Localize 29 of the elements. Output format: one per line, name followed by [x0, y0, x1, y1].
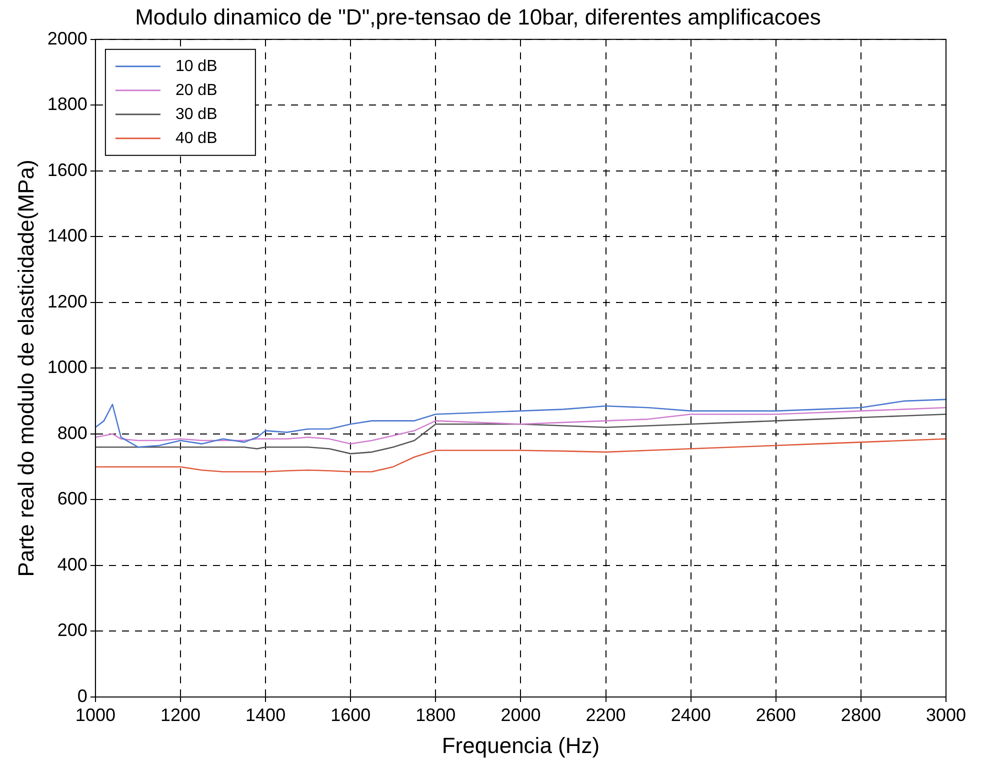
- x-axis-title: Frequencia (Hz): [442, 732, 600, 758]
- y-tick-label: 0: [77, 686, 88, 706]
- legend-label: 40 dB: [175, 130, 218, 147]
- legend-label: 20 dB: [175, 82, 218, 99]
- legend-label: 30 dB: [175, 106, 218, 123]
- x-tick-label: 2000: [500, 704, 541, 725]
- y-tick-label: 1800: [47, 94, 88, 114]
- y-tick-label: 1000: [47, 357, 88, 378]
- x-tick-label: 2800: [840, 704, 881, 725]
- chart-title: Modulo dinamico de "D",pre-tensao de 10bar, diferentes amplificacoes: [135, 4, 821, 30]
- y-tick-label: 800: [57, 422, 88, 443]
- y-tick-label: 1200: [47, 291, 88, 312]
- x-tick-label: 2200: [586, 704, 626, 725]
- x-tick-label: 1200: [160, 704, 201, 725]
- x-tick-label: 1800: [416, 704, 456, 725]
- y-tick-label: 200: [57, 620, 88, 640]
- y-tick-label: 2000: [47, 28, 88, 48]
- x-tick-label: 1000: [75, 704, 116, 725]
- x-tick-label: 1400: [246, 704, 286, 725]
- y-tick-label: 1400: [47, 226, 88, 246]
- legend-label: 10 dB: [175, 58, 218, 75]
- x-tick-label: 3000: [926, 704, 966, 725]
- x-tick-label: 2600: [756, 704, 796, 725]
- y-tick-label: 400: [57, 554, 88, 574]
- x-tick-label: 2400: [670, 704, 711, 725]
- y-tick-label: 1600: [47, 160, 88, 180]
- y-tick-label: 600: [57, 488, 88, 509]
- x-tick-label: 1600: [330, 704, 371, 725]
- y-axis-title: Parte real do modulo de elasticidade(MPa): [13, 160, 38, 577]
